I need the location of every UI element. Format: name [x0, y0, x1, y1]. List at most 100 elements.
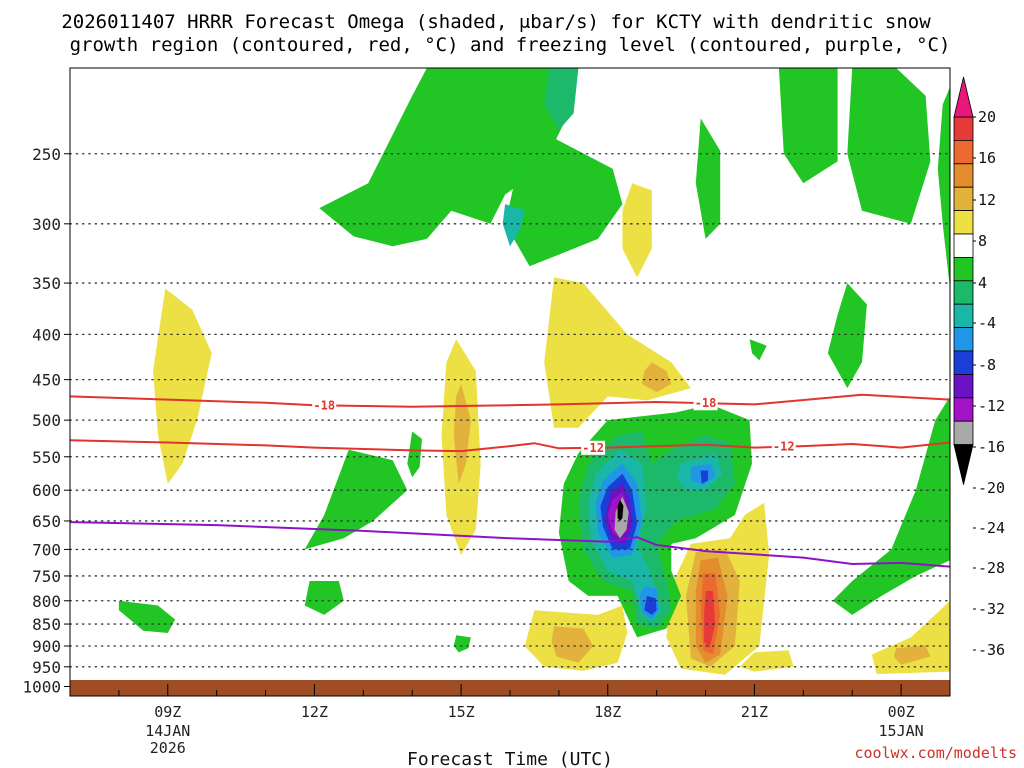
- omega-region--20-40: [644, 595, 657, 615]
- freezing-level-contour: [70, 521, 950, 568]
- x-tick-label-21Z: 21Z: [741, 703, 768, 721]
- dgz-label-bg: [312, 398, 337, 413]
- colorbar-label-4: 4: [978, 274, 987, 292]
- omega-region--4-16: [304, 449, 408, 550]
- colorbar-label--28: -28: [978, 559, 1005, 577]
- omega-region--8-24: [544, 68, 579, 130]
- omega-region--4-28: [937, 86, 950, 289]
- colorbar-cell-6: [953, 256, 974, 282]
- y-tick-label-1000: 1000: [22, 678, 61, 697]
- dgz-contour-label: -18: [313, 398, 335, 412]
- y-tick-label-950: 950: [32, 658, 61, 677]
- colorbar-cell-4: [953, 210, 974, 235]
- x-tick-label-09Z: 09Z: [154, 703, 181, 721]
- omega-region--4-19: [407, 431, 422, 478]
- x-date-label: 15JAN: [879, 722, 924, 740]
- chart-title-line-2: growth region (contoured, red, °C) and f…: [70, 34, 951, 56]
- colorbar-top-arrow: [953, 76, 974, 118]
- y-tick-label-350: 350: [32, 274, 61, 293]
- omega-region--4-21: [319, 68, 569, 247]
- y-tick-label-750: 750: [32, 567, 61, 586]
- y-tick-label-600: 600: [32, 481, 61, 500]
- colorbar-cell-7: [953, 280, 974, 305]
- x-date-label: 14JAN: [145, 722, 190, 740]
- contour-lines-layer: -18 -18 -12 -12: [70, 393, 950, 568]
- x-tick-label-18Z: 18Z: [594, 703, 621, 721]
- dgz-contour--18: [70, 393, 950, 408]
- omega-region--4-26: [778, 68, 838, 184]
- omega-region--4-29: [827, 283, 867, 389]
- omega-region--36-45: [617, 499, 624, 521]
- omega-region--4-20: [453, 635, 471, 653]
- colorbar-label-8: 8: [978, 232, 987, 250]
- colorbar-cell-11: [953, 373, 974, 399]
- colorbar-cell-3: [953, 186, 974, 211]
- omega-region--4-27: [847, 68, 931, 224]
- colorbar-label-12: 12: [978, 191, 996, 209]
- y-tick-label-900: 900: [32, 637, 61, 656]
- dgz-contour-label: -18: [695, 396, 717, 410]
- colorbar-cell-5: [953, 233, 974, 258]
- y-tick-label-800: 800: [32, 592, 61, 611]
- colorbar-cell-1: [953, 139, 974, 165]
- y-tick-label-400: 400: [32, 325, 61, 344]
- colorbar-cell-13: [953, 420, 974, 446]
- omega-region--4-18: [118, 600, 176, 633]
- omega-region--20-41: [700, 470, 708, 484]
- y-tick-label-300: 300: [32, 215, 61, 234]
- colorbar-label--8: -8: [978, 356, 996, 374]
- y-tick-label-650: 650: [32, 512, 61, 531]
- x-date-label: 2026: [150, 739, 186, 757]
- omega-region--12-23: [502, 204, 525, 247]
- colorbar-cell-9: [953, 327, 974, 352]
- colorbar-label-16: 16: [978, 149, 996, 167]
- dgz-contour-label: -12: [582, 441, 604, 455]
- plot-area: -18 -18 -12 -12: [70, 68, 950, 696]
- colorbar-label--4: -4: [978, 314, 996, 332]
- colorbar-cell-12: [953, 397, 974, 422]
- dgz-contour-label: -12: [773, 440, 795, 454]
- omega-region--4-25: [695, 118, 721, 239]
- y-tick-label-500: 500: [32, 411, 61, 430]
- colorbar-label--16: -16: [978, 438, 1005, 456]
- y-tick-label-250: 250: [32, 145, 61, 164]
- y-tick-label-550: 550: [32, 448, 61, 467]
- omega-region-8-15: [893, 645, 931, 665]
- colorbar-label--36: -36: [978, 641, 1005, 659]
- omega-region--4-22: [505, 138, 623, 267]
- omega-region-8-2: [453, 383, 471, 484]
- ground-surface-bar: [70, 680, 950, 696]
- colorbar-label--12: -12: [978, 397, 1005, 415]
- colorbar-label--20: -20: [978, 479, 1005, 497]
- colorbar: 20 16 12 8 4 -4 -8 -12 -16 -20 -24 -28 -32 -36: [953, 76, 1005, 659]
- colorbar-cell-2: [953, 163, 974, 188]
- colorbar-bottom-arrow: [953, 444, 974, 485]
- omega-region-8-4: [642, 362, 672, 393]
- axes-layer: 250 300 350 400 450 500 550 600 650 700 750 800 850 9…: [22, 145, 951, 757]
- omega-region-4-14: [871, 600, 950, 674]
- omega-region-20-12: [704, 591, 716, 649]
- x-tick-label-15Z: 15Z: [448, 703, 475, 721]
- omega-region--4-17: [304, 581, 344, 615]
- y-tick-label-850: 850: [32, 615, 61, 634]
- x-axis-label: Forecast Time (UTC): [407, 749, 613, 768]
- dgz-label-bg: [693, 396, 718, 411]
- omega-region-4-5: [622, 183, 652, 278]
- omega-region--4-32: [832, 396, 950, 615]
- colorbar-cell-10: [953, 350, 974, 375]
- x-tick-label-12Z: 12Z: [301, 703, 328, 721]
- omega-region-8-7: [551, 626, 594, 663]
- colorbar-cell-0: [953, 116, 974, 141]
- dgz-contour--12: [70, 439, 950, 453]
- y-tick-label-450: 450: [32, 371, 61, 390]
- x-tick-label-00Z: 00Z: [888, 703, 915, 721]
- omega-region-4-0: [153, 288, 212, 484]
- colorbar-cell-8: [953, 303, 974, 329]
- dgz-label-bg: [771, 439, 796, 454]
- chart-title-line-1: 2026011407 HRRR Forecast Omega (shaded, …: [61, 11, 931, 33]
- dgz-label-bg: [581, 440, 606, 455]
- colorbar-label--32: -32: [978, 600, 1005, 618]
- y-tick-label-700: 700: [32, 540, 61, 559]
- omega-region-4-13: [739, 650, 794, 672]
